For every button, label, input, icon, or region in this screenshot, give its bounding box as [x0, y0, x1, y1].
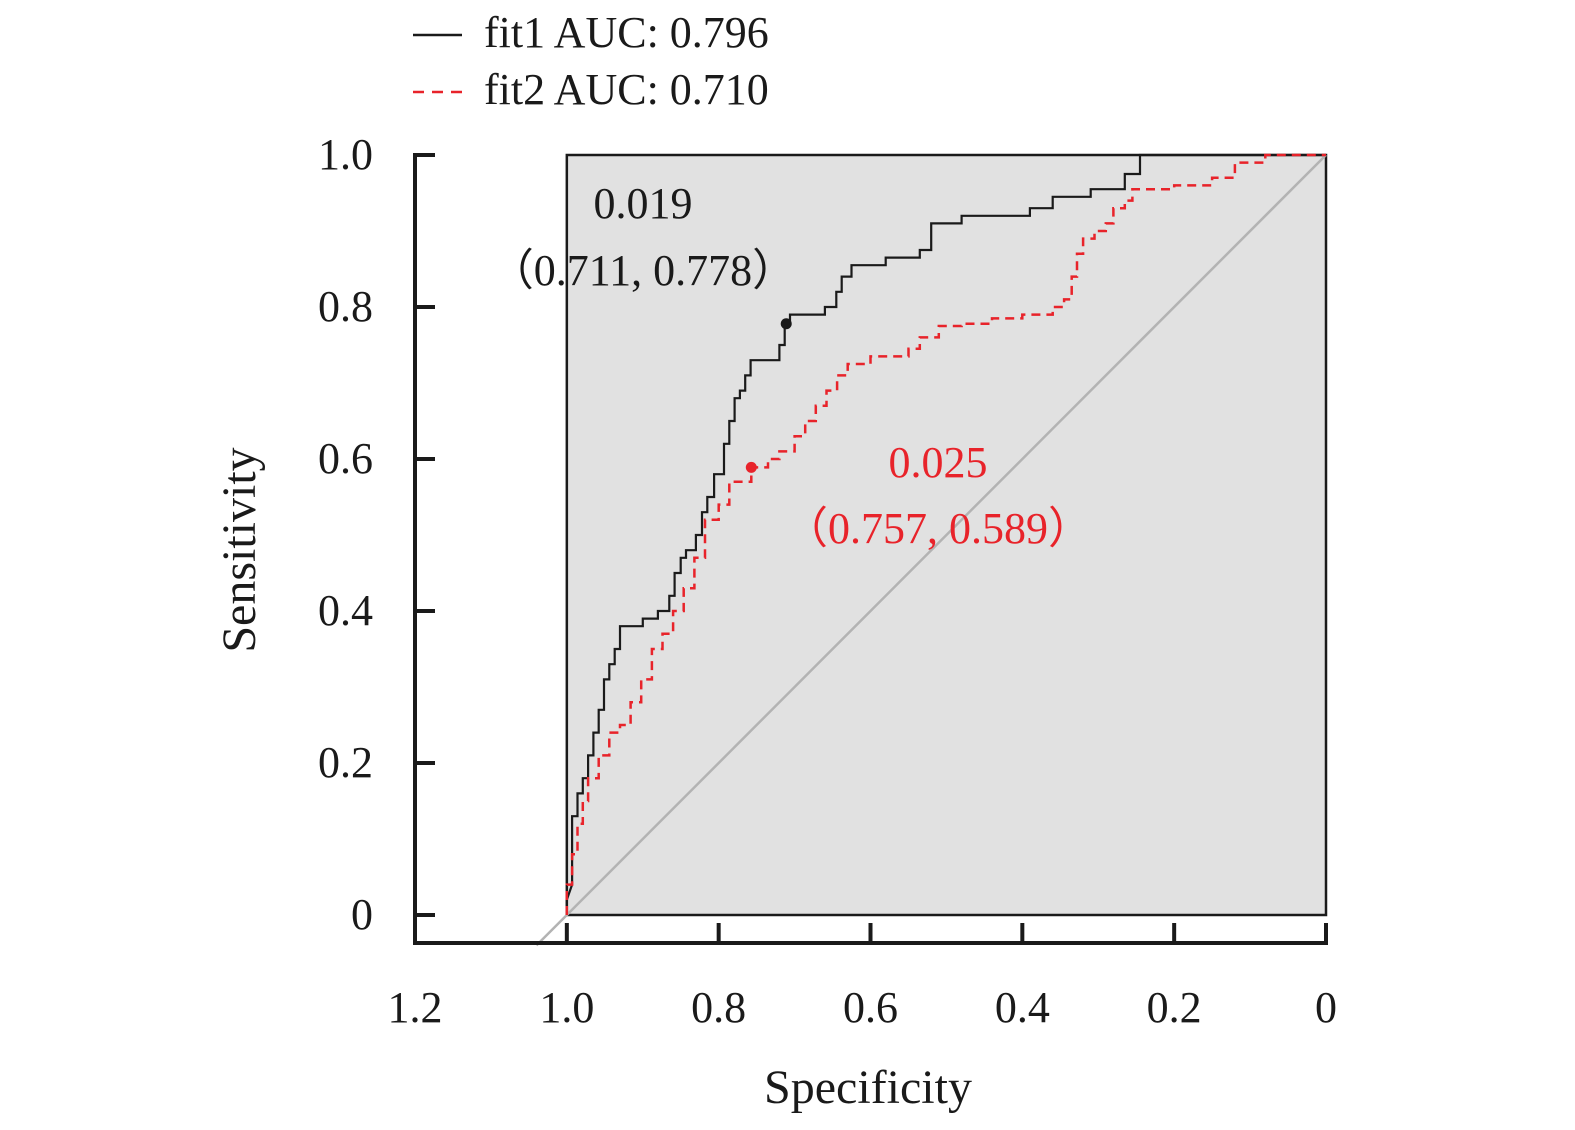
- reference-line: [535, 154, 1327, 947]
- y-tick-label: 0: [351, 890, 373, 939]
- x-tick-label: 1.2: [388, 983, 443, 1032]
- x-tick-label: 0.4: [995, 983, 1050, 1032]
- cutoff-coords-label-fit1: （0.711, 0.778）: [490, 246, 796, 295]
- y-tick-label: 0.8: [318, 282, 373, 331]
- x-tick-label: 0.6: [843, 983, 898, 1032]
- y-axis-label: Sensitivity: [213, 447, 266, 652]
- roc-curves: [565, 153, 1326, 915]
- x-axis-label: Specificity: [764, 1061, 972, 1114]
- y-tick-label: 1.0: [318, 130, 373, 179]
- y-tick-label: 0.6: [318, 434, 373, 483]
- x-tick-label: 1.0: [539, 983, 594, 1032]
- reference-diagonal: [535, 154, 1327, 947]
- cutoff-point-fit1: [780, 318, 792, 330]
- x-tick-label: 0.8: [691, 983, 746, 1032]
- cutoff-point-fit2: [745, 461, 757, 473]
- legend-label-fit2: fit2 AUC: 0.710: [484, 65, 769, 114]
- y-tick-label: 0.2: [318, 738, 373, 787]
- y-tick-label: 0.4: [318, 586, 373, 635]
- cutoff-coords-label-fit2: （0.757, 0.589）: [784, 504, 1092, 553]
- axes: 0 0.2 0.4 0.6 0.8 1.0 1.2 1.0 0.8 0.6 0.4 0.2 0 Speci…: [213, 130, 1337, 1114]
- x-tick-label: 0.2: [1147, 983, 1202, 1032]
- series-line-fit2: [565, 153, 1326, 915]
- legend-label-fit1: fit1 AUC: 0.796: [484, 8, 769, 57]
- x-tick-label: 0: [1315, 983, 1337, 1032]
- annotations: 0.019 （0.711, 0.778） 0.025 （0.757, 0.589）: [490, 179, 1092, 553]
- cutoff-threshold-label-fit2: 0.025: [889, 438, 988, 487]
- legend: fit1 AUC: 0.796 fit2 AUC: 0.710: [413, 8, 769, 114]
- cutoff-threshold-label-fit1: 0.019: [594, 179, 693, 228]
- series-line-fit1: [565, 153, 1326, 915]
